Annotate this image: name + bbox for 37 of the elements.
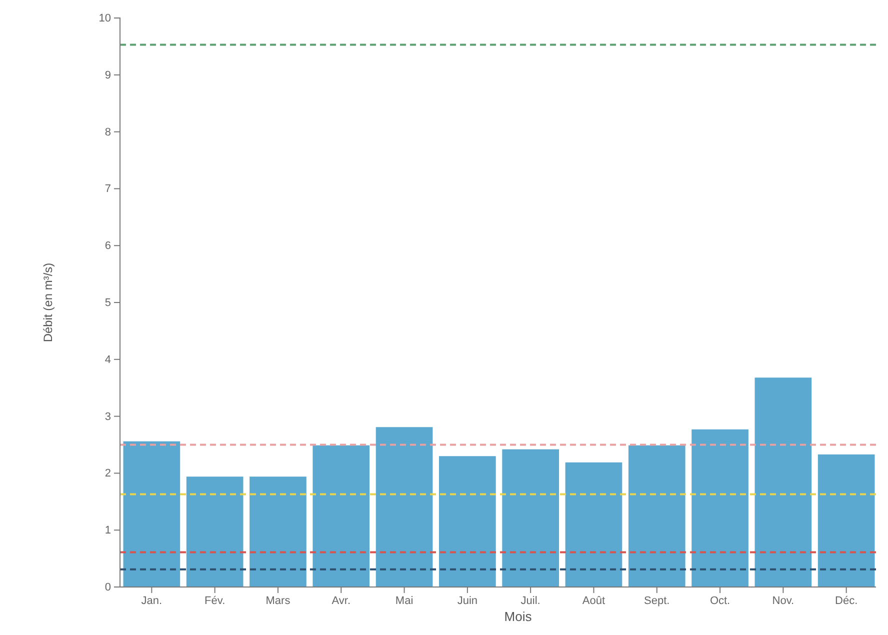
x-tick-label: Mai [395,594,414,607]
y-tick-label: 0 [104,582,111,594]
bar [186,476,244,587]
y-tick-label: 4 [104,354,111,366]
x-tick-label: Juil. [520,594,540,607]
x-tick-label: Déc. [835,594,858,607]
bar [754,378,812,587]
y-tick-label: 7 [104,183,111,196]
y-axis-title: Débit (en m³/s) [41,262,55,342]
x-tick-label: Avr. [332,594,351,607]
y-tick-label: 5 [104,297,111,310]
x-tick-label: Nov. [772,594,794,607]
y-tick-label: 2 [104,468,111,480]
y-tick-label: 9 [104,69,111,82]
y-tick-label: 3 [104,410,111,423]
bar [692,429,748,587]
bar [818,454,875,587]
bar [502,449,559,587]
x-tick-label: Sept. [644,594,670,607]
bar [123,441,180,587]
x-tick-label: Août [582,594,606,607]
bar [376,427,433,587]
x-tick-label: Fév. [204,594,226,607]
bar [628,445,686,587]
bar [565,462,622,587]
x-axis-title: Mois [504,609,532,624]
bar [439,456,496,587]
y-tick-label: 8 [104,126,111,138]
x-tick-label: Mars [266,594,291,607]
x-tick-label: Juin [457,594,478,607]
bar [312,445,370,587]
x-tick-label: Oct. [710,594,730,607]
y-tick-label: 6 [104,240,111,252]
bar [250,476,306,587]
y-tick-label: 1 [104,524,111,537]
x-tick-label: Jan. [141,594,162,607]
y-tick-label: 10 [98,12,111,25]
